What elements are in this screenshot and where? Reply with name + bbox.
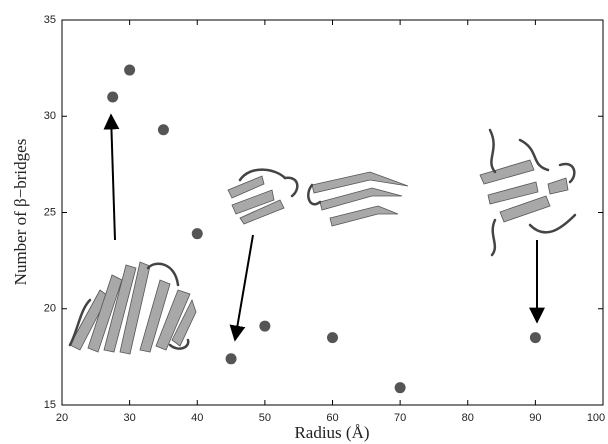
protein-small [227, 168, 299, 225]
point [327, 332, 338, 344]
protein-unfolded [479, 128, 577, 257]
x-tick-label: 30 [124, 412, 136, 424]
point [394, 382, 406, 394]
protein-medium [307, 171, 409, 227]
point [157, 124, 169, 136]
y-tick-label: 35 [44, 14, 56, 26]
point [191, 228, 203, 240]
y-tick-label: 25 [44, 206, 56, 218]
x-tick-label: 50 [259, 412, 271, 424]
x-tick-label: 100 [587, 412, 605, 424]
x-tick-label: 40 [191, 412, 203, 424]
x-axis-label: Radius (Å) [294, 423, 369, 442]
y-tick-label: 30 [44, 110, 56, 122]
x-tick-label: 90 [529, 412, 541, 424]
protein-large [68, 261, 197, 355]
point [107, 91, 119, 103]
x-tick-label: 80 [462, 412, 474, 424]
arrow [103, 113, 120, 241]
point [225, 353, 237, 365]
point [259, 320, 271, 332]
point [529, 332, 541, 344]
arrow [229, 234, 254, 342]
y-axis-label: Number of β−bridges [11, 139, 30, 286]
y-tick-label: 15 [44, 399, 56, 411]
x-tick-label: 70 [394, 412, 406, 424]
x-tick-label: 20 [56, 412, 68, 424]
x-tick-label: 60 [326, 412, 338, 424]
y-tick-label: 20 [44, 303, 56, 315]
point [124, 64, 136, 76]
